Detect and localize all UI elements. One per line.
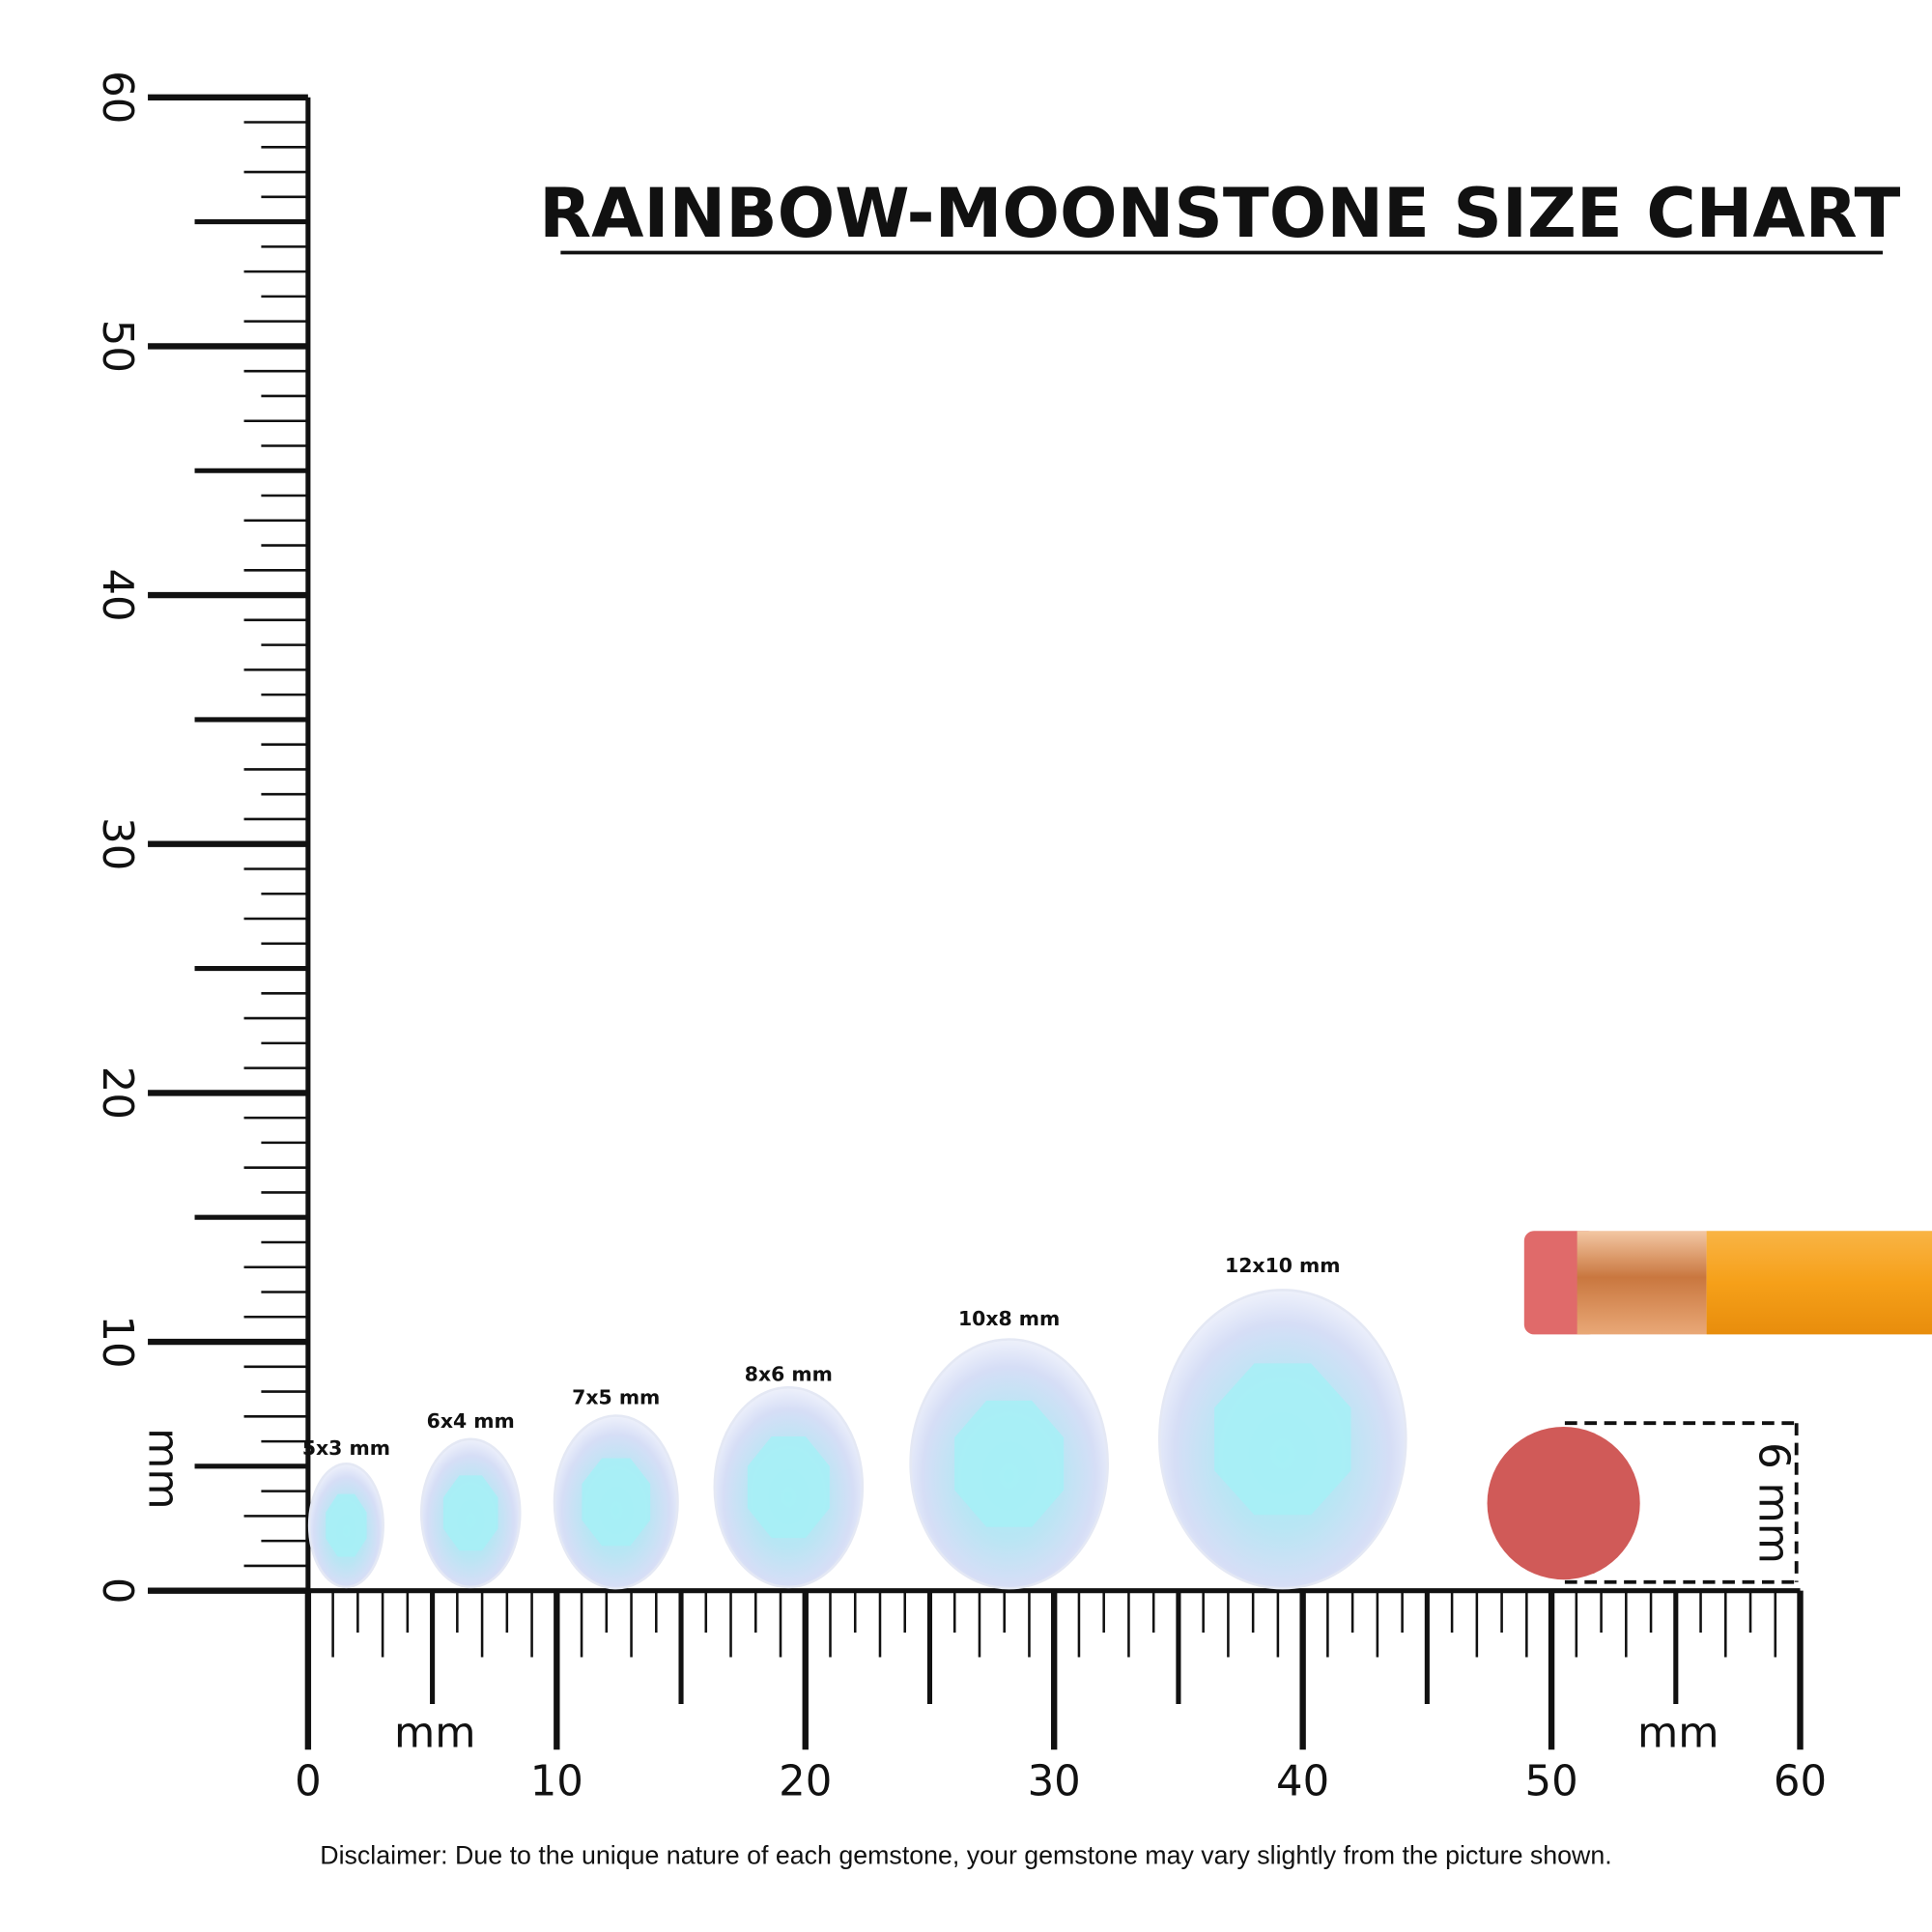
gem-label: 7x5 mm (572, 1386, 660, 1409)
vertical-tick-label: 0 (93, 1577, 141, 1605)
vertical-tick-label: 10 (93, 1315, 141, 1368)
gem-table (326, 1493, 367, 1557)
gem-table (1214, 1363, 1351, 1516)
vertical-tick-label: 50 (93, 320, 141, 373)
vertical-unit: mm (138, 1428, 186, 1509)
horizontal-tick-label: 0 (295, 1757, 322, 1805)
eraser-reference (1487, 1427, 1640, 1580)
horizontal-tick-label: 50 (1524, 1757, 1577, 1805)
gem-table (747, 1435, 830, 1539)
vertical-tick-label: 30 (93, 817, 141, 870)
gem-label: 6x4 mm (427, 1409, 515, 1433)
gem-label: 8x6 mm (745, 1362, 833, 1385)
title: RAINBOW-MOONSTONE SIZE CHART (539, 174, 1900, 253)
horizontal-unit: mm (394, 1710, 475, 1758)
disclaimer: Disclaimer: Due to the unique nature of … (320, 1840, 1611, 1869)
horizontal-tick-label: 20 (779, 1757, 832, 1805)
horizontal-tick-label: 10 (530, 1757, 583, 1805)
gem-label: 12x10 mm (1225, 1254, 1341, 1277)
pencil-ferrule (1577, 1231, 1707, 1335)
pencil-body (1706, 1231, 1932, 1335)
horizontal-unit: mm (1637, 1710, 1719, 1758)
reference-label: 6 mm (1748, 1442, 1797, 1564)
vertical-tick-label: 20 (93, 1066, 141, 1120)
vertical-tick-label: 40 (93, 568, 141, 621)
gem-table (582, 1458, 651, 1547)
gem-label: 5x3 mm (302, 1436, 390, 1460)
gem-table (442, 1475, 498, 1551)
horizontal-tick-label: 40 (1276, 1757, 1329, 1805)
gem-table (954, 1400, 1065, 1527)
horizontal-tick-label: 30 (1028, 1757, 1081, 1805)
gem-label: 10x8 mm (958, 1307, 1060, 1330)
vertical-tick-label: 60 (93, 71, 141, 124)
horizontal-tick-label: 60 (1774, 1757, 1827, 1805)
